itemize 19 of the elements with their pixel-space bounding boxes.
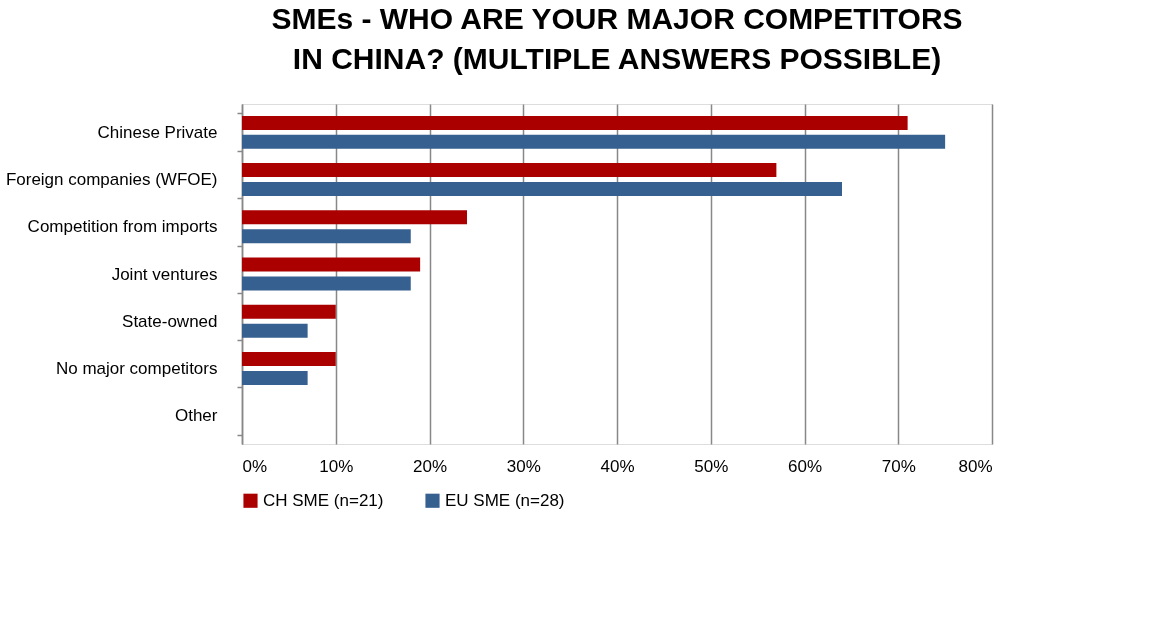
x-tick-label: 30% xyxy=(506,456,541,476)
y-tick-label: Foreign companies (WFOE) xyxy=(5,170,218,190)
legend-label: EU SME (n=28) xyxy=(445,490,565,510)
y-tick-label: State-owned xyxy=(122,311,218,331)
y-tick-label: Joint ventures xyxy=(111,264,218,284)
x-tick-label: 10% xyxy=(319,456,354,476)
y-tick-label: Competition from imports xyxy=(27,217,218,237)
x-tick-label: 0% xyxy=(242,456,268,476)
y-tick-label: Chinese Private xyxy=(97,122,218,142)
x-tick-label: 60% xyxy=(787,456,823,476)
x-tick-label: 80% xyxy=(958,456,993,476)
x-tick-label: 20% xyxy=(412,456,448,476)
x-tick-label: 40% xyxy=(600,456,635,476)
chart-title: SMEs - WHO ARE YOUR MAJOR COMPETITORS IN CHINA? (MULTIPLE ANSWERS POSSIBLE) xyxy=(271,2,963,75)
y-tick-label: No major competitors xyxy=(55,358,218,378)
y-tick-label: Other xyxy=(174,406,218,426)
legend-label: CH SME (n=21) xyxy=(263,490,384,510)
x-tick-label: 70% xyxy=(881,456,916,476)
x-tick-label: 50% xyxy=(694,456,729,476)
